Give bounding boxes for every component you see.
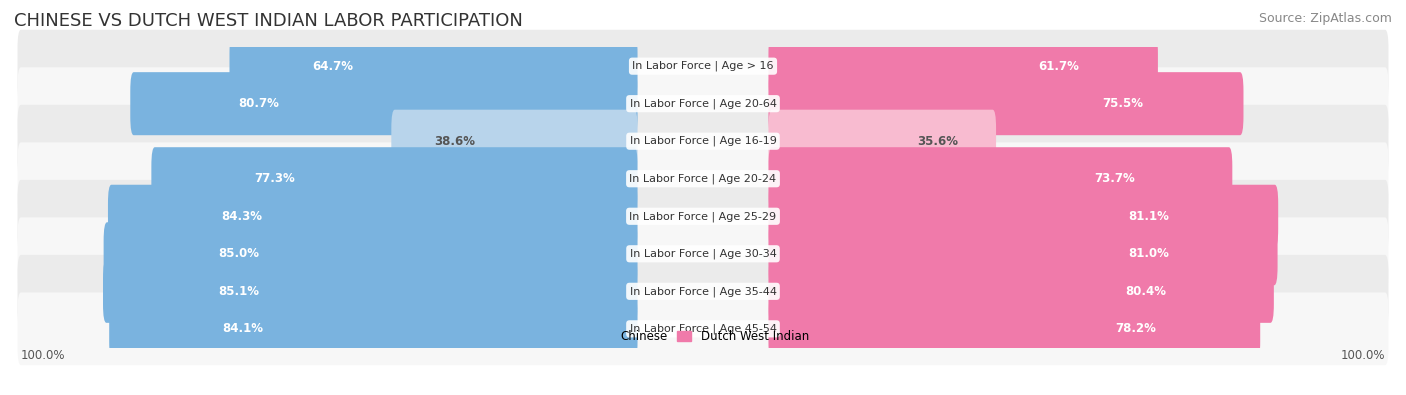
Text: 80.4%: 80.4% xyxy=(1125,285,1167,298)
FancyBboxPatch shape xyxy=(110,297,637,360)
Text: 38.6%: 38.6% xyxy=(434,135,475,148)
Text: In Labor Force | Age 16-19: In Labor Force | Age 16-19 xyxy=(630,136,776,147)
Text: In Labor Force | Age 35-44: In Labor Force | Age 35-44 xyxy=(630,286,776,297)
FancyBboxPatch shape xyxy=(769,297,1260,360)
Text: In Labor Force | Age 25-29: In Labor Force | Age 25-29 xyxy=(630,211,776,222)
FancyBboxPatch shape xyxy=(229,35,637,98)
FancyBboxPatch shape xyxy=(17,292,1389,365)
Text: 73.7%: 73.7% xyxy=(1094,172,1135,185)
FancyBboxPatch shape xyxy=(769,147,1232,210)
FancyBboxPatch shape xyxy=(769,260,1274,323)
Text: 61.7%: 61.7% xyxy=(1039,60,1080,73)
Text: In Labor Force | Age 20-64: In Labor Force | Age 20-64 xyxy=(630,98,776,109)
Text: 81.1%: 81.1% xyxy=(1129,210,1170,223)
Text: In Labor Force | Age 30-34: In Labor Force | Age 30-34 xyxy=(630,248,776,259)
Legend: Chinese, Dutch West Indian: Chinese, Dutch West Indian xyxy=(592,325,814,348)
Text: CHINESE VS DUTCH WEST INDIAN LABOR PARTICIPATION: CHINESE VS DUTCH WEST INDIAN LABOR PARTI… xyxy=(14,12,523,30)
Text: 100.0%: 100.0% xyxy=(1340,349,1385,362)
FancyBboxPatch shape xyxy=(17,180,1389,253)
FancyBboxPatch shape xyxy=(17,142,1389,215)
Text: 85.1%: 85.1% xyxy=(218,285,259,298)
Text: 64.7%: 64.7% xyxy=(312,60,354,73)
Text: 84.3%: 84.3% xyxy=(222,210,263,223)
Text: 80.7%: 80.7% xyxy=(239,97,280,110)
FancyBboxPatch shape xyxy=(103,260,637,323)
FancyBboxPatch shape xyxy=(769,110,995,173)
Text: Source: ZipAtlas.com: Source: ZipAtlas.com xyxy=(1258,12,1392,25)
FancyBboxPatch shape xyxy=(769,35,1159,98)
FancyBboxPatch shape xyxy=(769,72,1243,135)
FancyBboxPatch shape xyxy=(131,72,637,135)
FancyBboxPatch shape xyxy=(104,222,637,285)
FancyBboxPatch shape xyxy=(391,110,637,173)
Text: 35.6%: 35.6% xyxy=(917,135,957,148)
Text: 75.5%: 75.5% xyxy=(1102,97,1143,110)
Text: In Labor Force | Age 45-54: In Labor Force | Age 45-54 xyxy=(630,324,776,334)
FancyBboxPatch shape xyxy=(17,105,1389,178)
FancyBboxPatch shape xyxy=(108,185,637,248)
Text: In Labor Force | Age 20-24: In Labor Force | Age 20-24 xyxy=(630,173,776,184)
FancyBboxPatch shape xyxy=(17,255,1389,328)
FancyBboxPatch shape xyxy=(769,185,1278,248)
Text: In Labor Force | Age > 16: In Labor Force | Age > 16 xyxy=(633,61,773,71)
Text: 100.0%: 100.0% xyxy=(21,349,66,362)
FancyBboxPatch shape xyxy=(17,217,1389,290)
FancyBboxPatch shape xyxy=(152,147,637,210)
Text: 77.3%: 77.3% xyxy=(254,172,295,185)
Text: 78.2%: 78.2% xyxy=(1115,322,1156,335)
FancyBboxPatch shape xyxy=(17,30,1389,103)
Text: 85.0%: 85.0% xyxy=(218,247,259,260)
FancyBboxPatch shape xyxy=(17,67,1389,140)
Text: 81.0%: 81.0% xyxy=(1128,247,1168,260)
FancyBboxPatch shape xyxy=(769,222,1278,285)
Text: 84.1%: 84.1% xyxy=(222,322,263,335)
